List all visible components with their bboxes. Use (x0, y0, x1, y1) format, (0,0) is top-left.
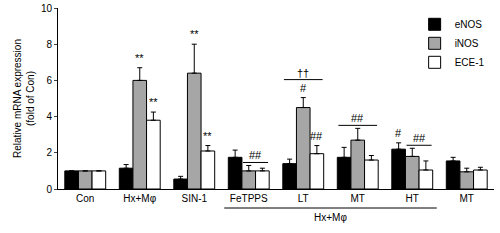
svg-text:##: ## (413, 132, 426, 144)
svg-text:10: 10 (41, 3, 53, 14)
svg-text:SIN-1: SIN-1 (181, 193, 207, 204)
svg-text:HT: HT (406, 193, 419, 204)
svg-text:**: ** (135, 52, 144, 64)
svg-text:4: 4 (46, 111, 52, 122)
svg-text:††: †† (297, 67, 309, 79)
svg-text:Hx+Mφ: Hx+Mφ (123, 193, 156, 204)
svg-text:#: # (395, 127, 402, 139)
svg-text:8: 8 (46, 39, 52, 50)
svg-text:LT: LT (298, 193, 309, 204)
svg-text:6: 6 (46, 75, 52, 86)
svg-text:#: # (300, 82, 307, 94)
svg-text:MT: MT (460, 193, 474, 204)
svg-text:##: ## (310, 130, 323, 142)
svg-text:Con: Con (76, 193, 94, 204)
svg-text:Hx+Mφ: Hx+Mφ (314, 212, 347, 223)
svg-text:**: ** (203, 130, 212, 142)
svg-text:Relative mRNA expression(fold: Relative mRNA expression(fold of Con) (12, 39, 36, 158)
svg-text:2: 2 (46, 147, 52, 158)
svg-text:iNOS: iNOS (455, 38, 479, 49)
svg-text:**: ** (149, 96, 158, 108)
svg-text:eNOS: eNOS (455, 19, 483, 30)
svg-text:##: ## (249, 149, 262, 161)
svg-text:##: ## (351, 112, 364, 124)
svg-text:MT: MT (351, 193, 365, 204)
svg-text:FeTPPS: FeTPPS (230, 193, 268, 204)
svg-text:0: 0 (46, 184, 52, 195)
svg-text:ECE-1: ECE-1 (455, 57, 485, 68)
svg-text:**: ** (190, 28, 199, 40)
